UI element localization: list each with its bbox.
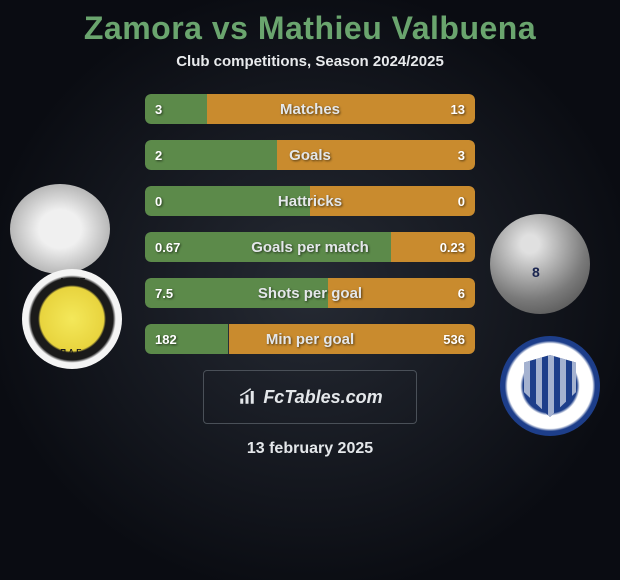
page-title: Zamora vs Mathieu Valbuena	[0, 10, 620, 47]
stat-row: Goals per match0.67 0.23	[145, 232, 475, 262]
stat-label: Goals	[145, 140, 475, 170]
player-left-avatar	[10, 184, 110, 274]
stat-label: Shots per goal	[145, 278, 475, 308]
stat-value-left: 2	[155, 140, 162, 170]
crest-shield-icon	[524, 355, 576, 417]
stat-value-left: 0	[155, 186, 162, 216]
stat-value-left: 0.67	[155, 232, 180, 262]
subtitle: Club competitions, Season 2024/2025	[0, 53, 620, 70]
date-label: 13 february 2025	[0, 440, 620, 458]
stat-value-right: 0	[458, 186, 465, 216]
player-left-club-crest: Π.Α.Ε.	[22, 269, 122, 369]
stat-label: Goals per match	[145, 232, 475, 262]
content-wrapper: Zamora vs Mathieu Valbuena Club competit…	[0, 0, 620, 458]
stat-rows-container: Matches313Goals23Hattricks00Goals per ma…	[145, 94, 475, 354]
fctables-logo-icon	[237, 388, 257, 406]
stat-value-right: 13	[451, 94, 465, 124]
stat-row: Goals2 3	[145, 140, 475, 170]
stat-value-left: 3	[155, 94, 162, 124]
stat-value-left: 7.5	[155, 278, 173, 308]
player-right-club-crest	[500, 336, 600, 436]
stat-row: Min per goal182 536	[145, 324, 475, 354]
stat-value-left: 182	[155, 324, 177, 354]
stat-row: Hattricks0 0	[145, 186, 475, 216]
stat-label: Hattricks	[145, 186, 475, 216]
stat-value-right: 536	[443, 324, 465, 354]
stat-label: Matches	[145, 94, 475, 124]
stat-row: Shots per goal7.5 6	[145, 278, 475, 308]
stat-value-right: 0.23	[440, 232, 465, 262]
stat-value-right: 3	[458, 140, 465, 170]
fctables-label: FcTables.com	[263, 387, 382, 408]
stat-row: Matches3 13	[145, 94, 475, 124]
fctables-badge[interactable]: FcTables.com	[203, 370, 417, 424]
stat-value-right: 6	[458, 278, 465, 308]
stats-area: Π.Α.Ε. Matches313Goals23Hattricks00Goals…	[0, 94, 620, 458]
crest-stripes-icon	[524, 355, 576, 417]
player-right-avatar	[490, 214, 590, 314]
stat-label: Min per goal	[145, 324, 475, 354]
